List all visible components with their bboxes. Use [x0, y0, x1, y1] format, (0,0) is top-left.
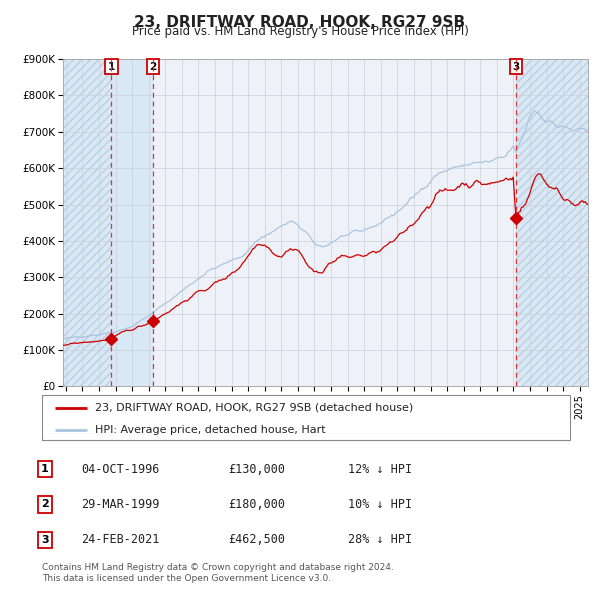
Text: 04-OCT-1996: 04-OCT-1996	[81, 463, 160, 476]
Text: HPI: Average price, detached house, Hart: HPI: Average price, detached house, Hart	[95, 425, 325, 435]
Text: 2: 2	[41, 500, 49, 509]
Bar	[63, 59, 112, 386]
Text: 10% ↓ HPI: 10% ↓ HPI	[348, 498, 412, 511]
Text: 23, DRIFTWAY ROAD, HOOK, RG27 9SB: 23, DRIFTWAY ROAD, HOOK, RG27 9SB	[134, 15, 466, 30]
Text: 29-MAR-1999: 29-MAR-1999	[81, 498, 160, 511]
FancyBboxPatch shape	[42, 395, 570, 440]
Text: 3: 3	[41, 535, 49, 545]
Text: 3: 3	[512, 62, 520, 72]
Text: This data is licensed under the Open Government Licence v3.0.: This data is licensed under the Open Gov…	[42, 574, 331, 583]
Text: Price paid vs. HM Land Registry's House Price Index (HPI): Price paid vs. HM Land Registry's House …	[131, 25, 469, 38]
Text: 28% ↓ HPI: 28% ↓ HPI	[348, 533, 412, 546]
Text: 2: 2	[149, 62, 157, 72]
Text: £130,000: £130,000	[228, 463, 285, 476]
Text: £462,500: £462,500	[228, 533, 285, 546]
Bar	[112, 59, 153, 386]
Text: 1: 1	[41, 464, 49, 474]
Text: 12% ↓ HPI: 12% ↓ HPI	[348, 463, 412, 476]
Bar	[516, 59, 588, 386]
Text: Contains HM Land Registry data © Crown copyright and database right 2024.: Contains HM Land Registry data © Crown c…	[42, 563, 394, 572]
Text: 24-FEB-2021: 24-FEB-2021	[81, 533, 160, 546]
Text: £180,000: £180,000	[228, 498, 285, 511]
Text: 1: 1	[108, 62, 115, 72]
Text: 23, DRIFTWAY ROAD, HOOK, RG27 9SB (detached house): 23, DRIFTWAY ROAD, HOOK, RG27 9SB (detac…	[95, 403, 413, 412]
